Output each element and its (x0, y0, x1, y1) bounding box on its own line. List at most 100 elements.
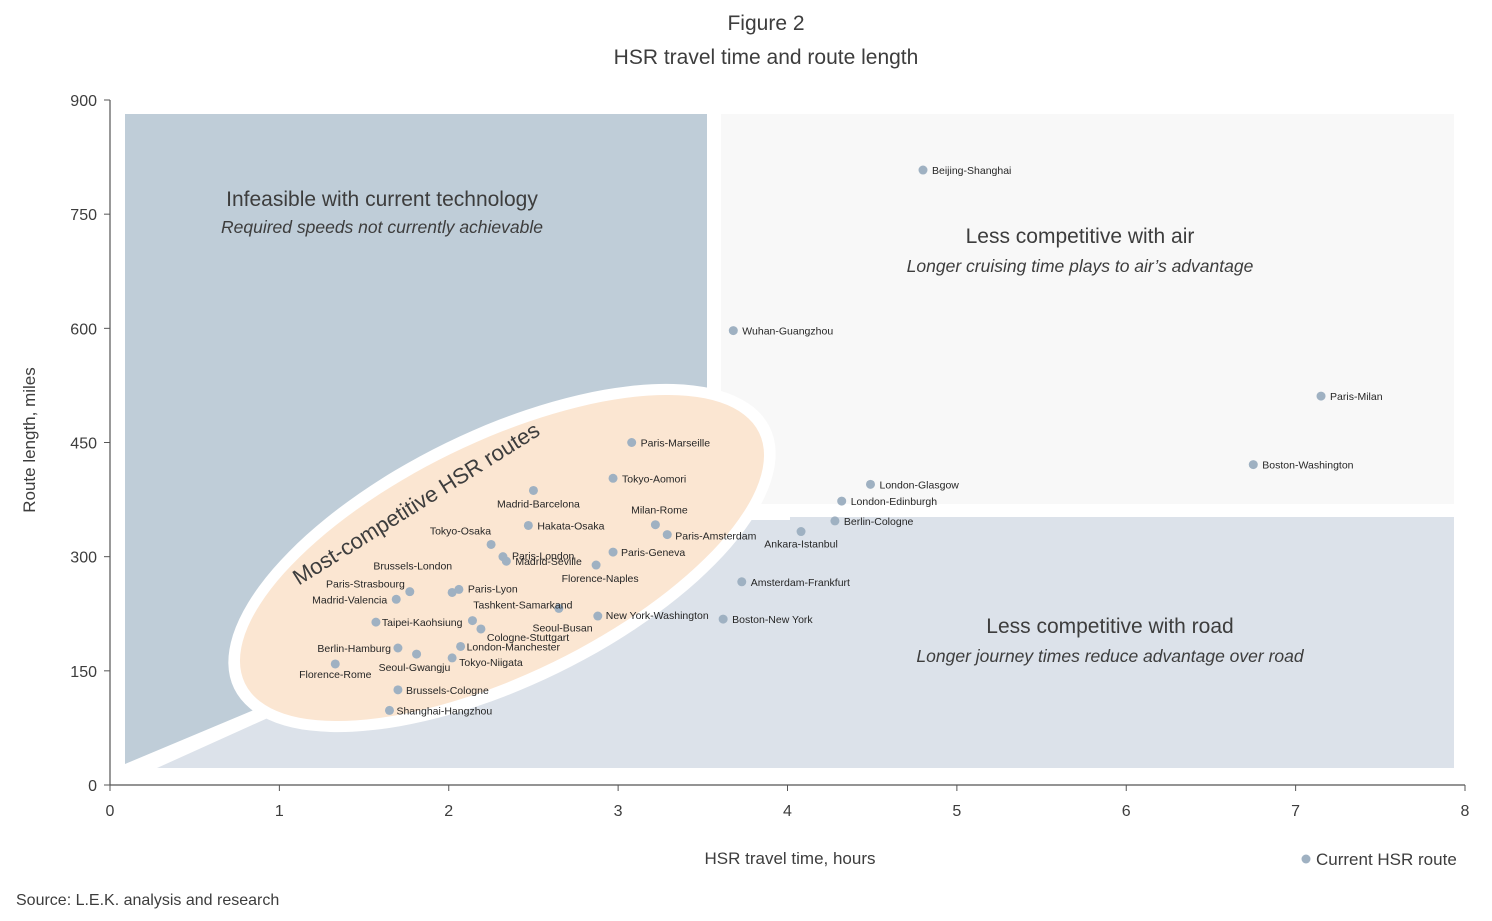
route-label: Cologne-Stuttgart (487, 632, 569, 644)
route-point (391, 594, 401, 604)
x-tick-label: 5 (952, 803, 961, 820)
zone-road-area (157, 517, 1454, 768)
route-point (486, 539, 496, 549)
x-tick-label: 2 (444, 803, 453, 820)
route-point (371, 617, 381, 627)
route-point (447, 587, 457, 597)
route-point (1316, 391, 1326, 401)
route-label: London-Glasgow (879, 479, 959, 491)
route-point (918, 165, 928, 175)
route-point (454, 584, 464, 594)
route-point (837, 496, 847, 506)
legend: Current HSR route (1301, 850, 1457, 869)
route-point (467, 616, 477, 626)
route-point (523, 520, 533, 530)
route-point (1248, 460, 1258, 470)
route-label: Tokyo-Aomori (622, 473, 686, 485)
route-point (554, 603, 564, 613)
route-point (591, 560, 601, 570)
x-tick-label: 7 (1291, 803, 1300, 820)
x-axis-label: HSR travel time, hours (705, 849, 876, 868)
route-point (330, 659, 340, 669)
route-point (865, 479, 875, 489)
y-tick-label: 600 (70, 321, 97, 338)
route-point (627, 438, 637, 447)
route-point (447, 653, 457, 663)
route-point (796, 527, 806, 537)
route-label: Paris-Lyon (468, 583, 518, 595)
route-point (501, 556, 511, 566)
route-label: Taipei-Kaohsiung (382, 617, 463, 629)
route-point (393, 643, 403, 653)
y-tick-label: 0 (88, 778, 97, 795)
route-label: Brussels-Cologne (406, 685, 489, 697)
route-point (830, 516, 840, 526)
route-label: New York-Washington (606, 610, 709, 622)
y-tick-label: 450 (70, 436, 97, 453)
x-tick-label: 6 (1122, 803, 1131, 820)
route-label: Hakata-Osaka (537, 520, 604, 532)
zone-infeasible-subtitle: Required speeds not currently achievable (221, 217, 543, 237)
route-label: Tashkent-Samarkand (473, 599, 572, 611)
route-label: Tokyo-Niigata (459, 657, 523, 669)
data-points: Beijing-Shanghai Wuhan-Guangzhou Paris-Mil… (299, 165, 1383, 717)
route-label: Berlin-Cologne (844, 516, 914, 528)
route-label: Boston-Washington (1262, 460, 1353, 472)
route-label: Seoul-Gwangju (379, 662, 451, 674)
route-label: Madrid-Seville (515, 556, 582, 568)
y-tick-label: 750 (70, 207, 97, 224)
x-tick-label: 0 (106, 803, 115, 820)
figure-title: HSR travel time and route length (614, 46, 919, 69)
route-label: Paris-Amsterdam (675, 531, 756, 543)
source-note: Source: L.E.K. analysis and research (16, 892, 279, 909)
route-label: Wuhan-Guangzhou (742, 326, 833, 338)
legend-marker (1301, 854, 1311, 864)
route-label: Paris-London (512, 551, 575, 563)
route-label: Paris-Milan (1330, 391, 1383, 403)
route-label: Berlin-Hamburg (317, 643, 391, 655)
route-label: Ankara-Istanbul (764, 539, 838, 551)
zone-air-title: Less competitive with air (966, 225, 1195, 248)
y-axis-label: Route length, miles (20, 367, 39, 513)
route-point (412, 649, 422, 659)
route-label: Seoul-Busan (532, 623, 592, 635)
route-point (737, 577, 747, 587)
x-tick-label: 3 (614, 803, 623, 820)
route-label: Tokyo-Osaka (430, 525, 491, 537)
route-label: Paris-Strasbourg (326, 579, 405, 591)
route-label: Shanghai-Hangzhou (396, 705, 492, 717)
route-point (528, 485, 538, 495)
route-label: Paris-Geneva (621, 547, 685, 559)
route-point (593, 611, 603, 621)
x-tick-label: 1 (275, 803, 284, 820)
route-label: Amsterdam-Frankfurt (751, 577, 850, 589)
route-label: Madrid-Barcelona (497, 498, 580, 510)
y-tick-label: 150 (70, 664, 97, 681)
zone-air-area (721, 114, 1454, 504)
zone-infeasible-title: Infeasible with current technology (226, 188, 538, 211)
legend-label: Current HSR route (1316, 850, 1457, 869)
route-point (662, 530, 672, 540)
route-point (608, 473, 618, 483)
route-point (476, 624, 486, 634)
route-point (650, 520, 660, 530)
route-point (608, 547, 618, 557)
route-label: Madrid-Valencia (312, 594, 387, 606)
route-point (728, 326, 738, 336)
x-axis-ticks: 0 1 2 3 4 5 6 7 8 (106, 785, 1470, 820)
route-label: London-Manchester (467, 641, 561, 653)
route-label: Milan-Rome (631, 505, 688, 517)
route-label: Paris-Marseille (641, 438, 711, 450)
route-label: Florence-Rome (299, 669, 372, 681)
route-label: Beijing-Shanghai (932, 165, 1011, 177)
route-point (718, 614, 728, 624)
route-label: Boston-New York (732, 614, 813, 626)
axes: 0 1 2 3 4 5 6 7 8 0 150 300 450 600 750 900 (70, 93, 1469, 820)
route-point (405, 587, 415, 597)
figure-number: Figure 2 (727, 12, 804, 35)
y-tick-label: 900 (70, 93, 97, 110)
zone-road-subtitle: Longer journey times reduce advantage ov… (916, 646, 1304, 666)
x-tick-label: 8 (1461, 803, 1470, 820)
route-label: Brussels-London (373, 560, 452, 572)
